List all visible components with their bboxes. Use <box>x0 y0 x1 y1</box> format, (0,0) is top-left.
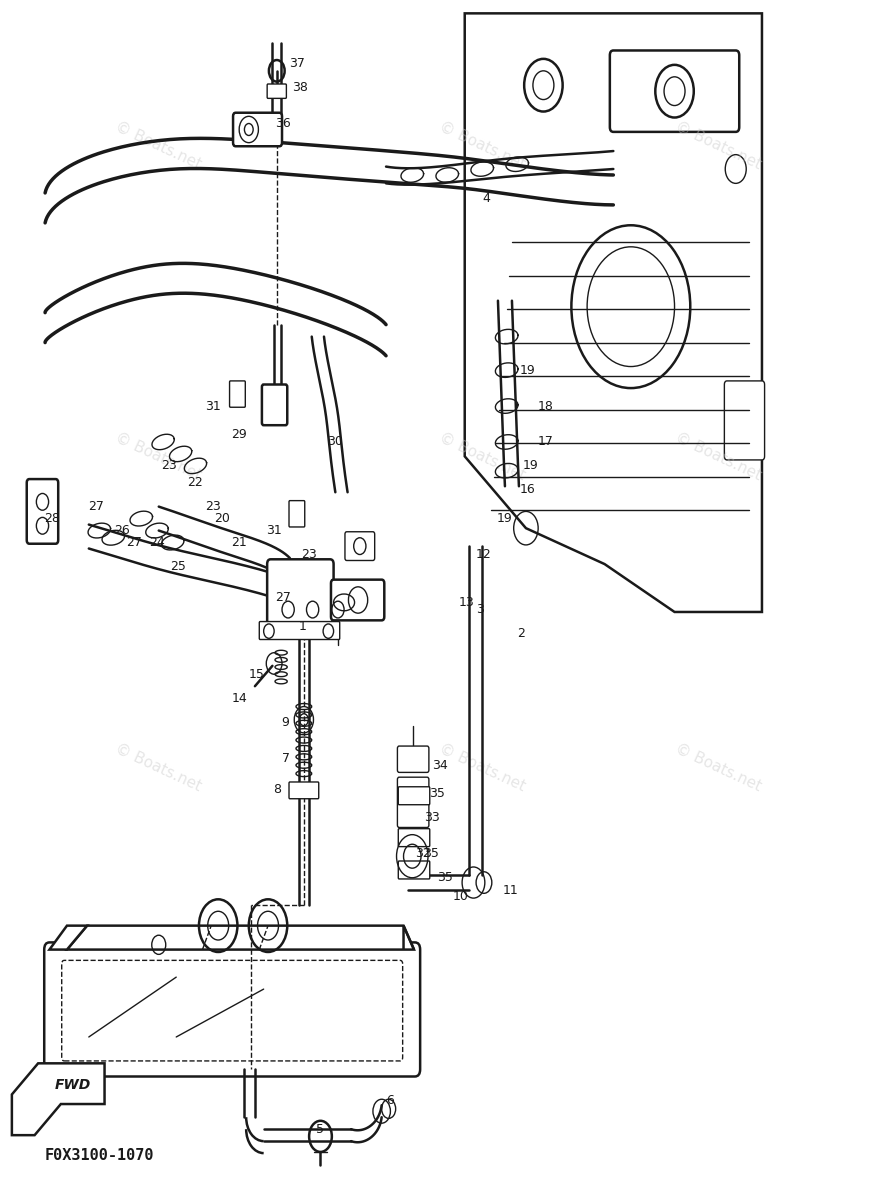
Text: 19: 19 <box>523 460 538 473</box>
Text: 26: 26 <box>114 524 130 538</box>
Text: 3: 3 <box>476 604 484 616</box>
Text: © Boats.net: © Boats.net <box>673 742 764 794</box>
Polygon shape <box>49 925 87 949</box>
Text: © Boats.net: © Boats.net <box>673 119 764 172</box>
Text: 31: 31 <box>267 524 282 538</box>
Text: 38: 38 <box>292 82 309 94</box>
FancyBboxPatch shape <box>61 960 403 1061</box>
FancyBboxPatch shape <box>260 622 339 640</box>
Text: 6: 6 <box>387 1094 395 1106</box>
Text: 35: 35 <box>424 847 439 860</box>
Text: 15: 15 <box>249 667 265 680</box>
Text: 27: 27 <box>275 592 291 604</box>
FancyBboxPatch shape <box>398 829 430 847</box>
Text: 10: 10 <box>453 890 468 904</box>
FancyBboxPatch shape <box>289 500 304 527</box>
Text: 25: 25 <box>170 560 186 572</box>
FancyBboxPatch shape <box>44 942 420 1076</box>
Text: 2: 2 <box>517 628 525 640</box>
FancyBboxPatch shape <box>345 532 374 560</box>
FancyBboxPatch shape <box>398 860 430 878</box>
FancyBboxPatch shape <box>398 787 430 805</box>
Text: 19: 19 <box>496 512 512 526</box>
Text: 17: 17 <box>538 436 553 449</box>
Text: 19: 19 <box>520 364 536 377</box>
Text: 23: 23 <box>205 500 221 514</box>
Polygon shape <box>12 1063 104 1135</box>
Text: 5: 5 <box>317 1123 324 1135</box>
Text: 36: 36 <box>275 118 291 130</box>
Text: © Boats.net: © Boats.net <box>437 430 528 482</box>
Text: 21: 21 <box>232 536 247 550</box>
Text: 18: 18 <box>538 400 553 413</box>
Text: 14: 14 <box>232 691 247 704</box>
FancyBboxPatch shape <box>262 384 288 425</box>
Text: 27: 27 <box>88 500 103 514</box>
FancyBboxPatch shape <box>724 380 765 460</box>
FancyBboxPatch shape <box>267 559 333 631</box>
Text: 22: 22 <box>188 476 203 490</box>
FancyBboxPatch shape <box>230 380 246 407</box>
Text: FWD: FWD <box>55 1078 91 1092</box>
Text: © Boats.net: © Boats.net <box>437 742 528 794</box>
Text: 7: 7 <box>282 751 289 764</box>
Polygon shape <box>465 13 762 612</box>
FancyBboxPatch shape <box>397 746 429 773</box>
Polygon shape <box>67 925 414 949</box>
Text: 23: 23 <box>301 548 317 562</box>
FancyBboxPatch shape <box>289 782 318 799</box>
FancyBboxPatch shape <box>331 580 384 620</box>
FancyBboxPatch shape <box>610 50 739 132</box>
Text: 4: 4 <box>482 192 490 205</box>
Text: © Boats.net: © Boats.net <box>113 119 204 172</box>
Text: 16: 16 <box>520 484 536 497</box>
Text: F0X3100-1070: F0X3100-1070 <box>45 1147 154 1163</box>
FancyBboxPatch shape <box>26 479 58 544</box>
Text: 35: 35 <box>438 871 453 884</box>
Text: 9: 9 <box>282 715 289 728</box>
Text: 20: 20 <box>214 512 230 526</box>
Text: © Boats.net: © Boats.net <box>673 430 764 482</box>
Text: 34: 34 <box>432 758 448 772</box>
Text: 8: 8 <box>273 782 281 796</box>
Text: 37: 37 <box>289 58 305 70</box>
Text: 29: 29 <box>232 428 247 442</box>
Text: 28: 28 <box>44 512 60 526</box>
Text: © Boats.net: © Boats.net <box>113 430 204 482</box>
Text: 33: 33 <box>424 811 439 824</box>
Text: 30: 30 <box>327 436 343 449</box>
FancyBboxPatch shape <box>397 778 429 828</box>
Text: 32: 32 <box>415 847 431 860</box>
Text: © Boats.net: © Boats.net <box>113 742 204 794</box>
Text: © Boats.net: © Boats.net <box>437 119 528 172</box>
FancyBboxPatch shape <box>267 84 287 98</box>
Text: 23: 23 <box>161 460 177 473</box>
FancyBboxPatch shape <box>233 113 282 146</box>
Text: 31: 31 <box>205 400 221 413</box>
Text: 11: 11 <box>503 884 518 898</box>
Text: 35: 35 <box>429 787 445 800</box>
Text: 13: 13 <box>459 596 474 608</box>
Text: 27: 27 <box>126 536 142 550</box>
Text: 1: 1 <box>299 620 307 632</box>
Text: 24: 24 <box>149 536 165 550</box>
Text: 12: 12 <box>476 548 492 562</box>
